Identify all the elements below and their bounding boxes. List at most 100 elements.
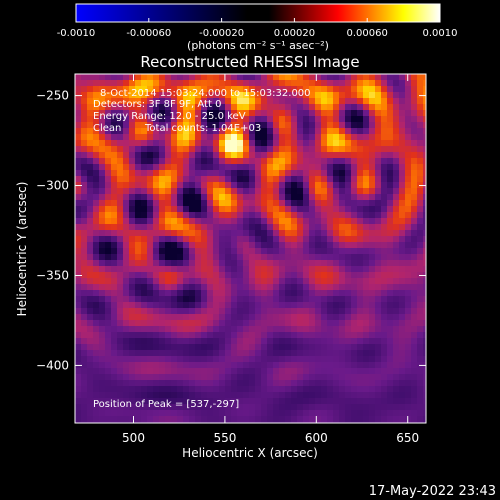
heatmap-cell bbox=[345, 344, 351, 350]
heatmap-cell bbox=[345, 266, 351, 272]
heatmap-cell bbox=[237, 134, 243, 140]
heatmap-cell bbox=[381, 158, 387, 164]
heatmap-cell bbox=[123, 392, 129, 398]
heatmap-cell bbox=[219, 206, 225, 212]
heatmap-cell bbox=[321, 338, 327, 344]
heatmap-cell bbox=[273, 266, 279, 272]
heatmap-cell bbox=[315, 188, 321, 194]
heatmap-cell bbox=[195, 314, 201, 320]
heatmap-cell bbox=[243, 272, 249, 278]
heatmap-cell bbox=[177, 392, 183, 398]
heatmap-cell bbox=[363, 320, 369, 326]
axis-ticks: 500 550 600 650−250−300−350−400 bbox=[36, 74, 426, 445]
heatmap-cell bbox=[171, 320, 177, 326]
heatmap-cell bbox=[183, 278, 189, 284]
heatmap-cell bbox=[327, 374, 333, 380]
heatmap-cell bbox=[351, 230, 357, 236]
heatmap-cell bbox=[261, 110, 267, 116]
heatmap-cell bbox=[135, 338, 141, 344]
heatmap-cell bbox=[309, 200, 315, 206]
heatmap-cell bbox=[303, 182, 309, 188]
heatmap-cell bbox=[201, 98, 207, 104]
heatmap-cell bbox=[303, 152, 309, 158]
heatmap-cell bbox=[399, 398, 405, 404]
heatmap-cell bbox=[135, 398, 141, 404]
heatmap-cell bbox=[189, 218, 195, 224]
heatmap-cell bbox=[225, 236, 231, 242]
heatmap-cell bbox=[141, 386, 147, 392]
heatmap-cell bbox=[369, 404, 375, 410]
heatmap-cell bbox=[279, 128, 285, 134]
heatmap-cell bbox=[321, 308, 327, 314]
heatmap-cell bbox=[231, 140, 237, 146]
heatmap-cell bbox=[273, 302, 279, 308]
heatmap-cell bbox=[237, 230, 243, 236]
heatmap-cell bbox=[315, 398, 321, 404]
heatmap-cell bbox=[141, 416, 147, 422]
heatmap-cell bbox=[231, 104, 237, 110]
heatmap-cell bbox=[135, 170, 141, 176]
heatmap-cell bbox=[315, 236, 321, 242]
heatmap-cell bbox=[231, 122, 237, 128]
heatmap-cell bbox=[201, 338, 207, 344]
heatmap-cell bbox=[249, 122, 255, 128]
heatmap-cell bbox=[207, 296, 213, 302]
heatmap-cell bbox=[93, 296, 99, 302]
heatmap-cell bbox=[291, 320, 297, 326]
heatmap-cell bbox=[375, 194, 381, 200]
heatmap-cell bbox=[273, 182, 279, 188]
heatmap-cell bbox=[261, 260, 267, 266]
heatmap-cell bbox=[357, 152, 363, 158]
heatmap-cell bbox=[81, 236, 87, 242]
heatmap-cell bbox=[249, 176, 255, 182]
heatmap-cell bbox=[369, 74, 375, 80]
heatmap-cell bbox=[393, 386, 399, 392]
heatmap-cell bbox=[183, 350, 189, 356]
heatmap-cell bbox=[321, 152, 327, 158]
heatmap-cell bbox=[75, 170, 81, 176]
heatmap-cell bbox=[285, 164, 291, 170]
heatmap-cell bbox=[285, 218, 291, 224]
heatmap-cell bbox=[123, 398, 129, 404]
heatmap-cell bbox=[273, 110, 279, 116]
heatmap-cell bbox=[75, 332, 81, 338]
heatmap-cell bbox=[117, 326, 123, 332]
heatmap-cell bbox=[381, 182, 387, 188]
heatmap-cell bbox=[99, 134, 105, 140]
heatmap-cell bbox=[405, 212, 411, 218]
heatmap-cell bbox=[291, 212, 297, 218]
heatmap-cell bbox=[255, 302, 261, 308]
heatmap-cell bbox=[375, 74, 381, 80]
heatmap-cell bbox=[201, 398, 207, 404]
heatmap-cell bbox=[189, 350, 195, 356]
heatmap-cell bbox=[105, 122, 111, 128]
heatmap-cell bbox=[315, 80, 321, 86]
heatmap-cell bbox=[315, 350, 321, 356]
heatmap-cell bbox=[291, 164, 297, 170]
heatmap-cell bbox=[219, 350, 225, 356]
heatmap-cell bbox=[129, 158, 135, 164]
heatmap-cell bbox=[243, 218, 249, 224]
heatmap-cell bbox=[117, 86, 123, 92]
heatmap-cell bbox=[171, 362, 177, 368]
heatmap-cell bbox=[99, 146, 105, 152]
heatmap-cell bbox=[279, 80, 285, 86]
heatmap-cell bbox=[411, 416, 417, 422]
heatmap-cell bbox=[183, 104, 189, 110]
heatmap-cell bbox=[189, 200, 195, 206]
heatmap-cell bbox=[387, 152, 393, 158]
heatmap-cell bbox=[291, 104, 297, 110]
heatmap-cell bbox=[297, 410, 303, 416]
heatmap-cell bbox=[405, 374, 411, 380]
heatmap-cell bbox=[225, 296, 231, 302]
heatmap-cell bbox=[267, 338, 273, 344]
heatmap-cell bbox=[357, 80, 363, 86]
heatmap-cell bbox=[87, 290, 93, 296]
heatmap-cell bbox=[123, 314, 129, 320]
heatmap-cell bbox=[309, 326, 315, 332]
heatmap-cell bbox=[75, 278, 81, 284]
heatmap-cell bbox=[411, 242, 417, 248]
heatmap-cell bbox=[285, 410, 291, 416]
heatmap-cell bbox=[291, 188, 297, 194]
heatmap-cell bbox=[309, 356, 315, 362]
